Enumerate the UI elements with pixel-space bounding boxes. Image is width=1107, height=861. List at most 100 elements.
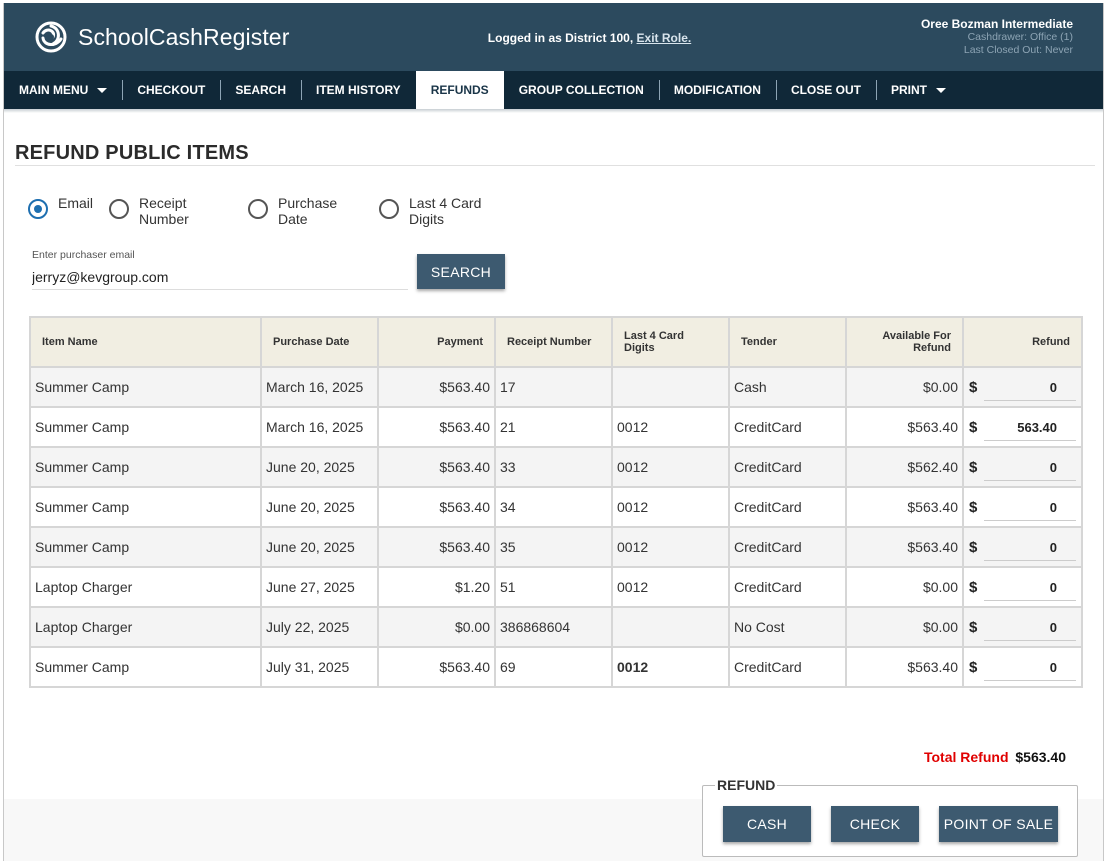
nav-search[interactable]: SEARCH bbox=[220, 71, 301, 109]
radio-label-line2: Date bbox=[278, 211, 308, 227]
radio-button-icon[interactable] bbox=[109, 199, 129, 219]
search-button[interactable]: SEARCH bbox=[417, 254, 505, 289]
cell-payment: $563.40 bbox=[377, 446, 496, 488]
cell-receipt-number: 69 bbox=[494, 646, 613, 688]
login-status: Logged in as District 100, Exit Role. bbox=[4, 31, 1103, 45]
cell-tender: CreditCard bbox=[728, 486, 847, 528]
nav-refunds[interactable]: REFUNDS bbox=[415, 71, 504, 109]
cell-available-for-refund: $562.40 bbox=[845, 446, 964, 488]
column-header-receipt-number[interactable]: Receipt Number bbox=[494, 316, 613, 368]
dollar-sign: $ bbox=[969, 619, 978, 636]
dollar-sign: $ bbox=[969, 459, 978, 476]
radio-label: Purchase Date bbox=[278, 195, 368, 227]
nav-group-collection[interactable]: GROUP COLLECTION bbox=[504, 71, 659, 109]
cashdrawer-info: Cashdrawer: Office (1) bbox=[967, 31, 1073, 43]
cell-receipt-number: 33 bbox=[494, 446, 613, 488]
cell-purchase-date: June 20, 2025 bbox=[260, 526, 379, 568]
column-header-refund[interactable]: Refund bbox=[962, 316, 1083, 368]
nav-item-label: PRINT bbox=[890, 83, 927, 97]
radio-label-line1: Purchase bbox=[278, 195, 338, 211]
cash-refund-button[interactable]: CASH bbox=[723, 806, 811, 842]
dollar-sign: $ bbox=[969, 579, 978, 596]
radio-label: Receipt Number bbox=[139, 195, 229, 227]
cell-payment: $563.40 bbox=[377, 486, 496, 528]
cell-available-for-refund: $563.40 bbox=[845, 526, 964, 568]
column-header-available-for-refund[interactable]: Available For Refund bbox=[845, 316, 964, 368]
refund-amount-input[interactable] bbox=[984, 614, 1076, 641]
user-name: Oree Bozman Intermediate bbox=[920, 17, 1073, 31]
nav-item-history[interactable]: ITEM HISTORY bbox=[301, 71, 416, 109]
dollar-sign: $ bbox=[969, 539, 978, 556]
cell-item-name: Summer Camp bbox=[29, 366, 262, 408]
radio-label: Last 4 Card Digits bbox=[409, 195, 499, 227]
refund-amount-input[interactable] bbox=[984, 374, 1076, 401]
header-line2: Refund bbox=[913, 342, 951, 354]
refund-items-table: Item Name Purchase Date Payment Receipt … bbox=[29, 316, 1083, 688]
cell-purchase-date: March 16, 2025 bbox=[260, 406, 379, 448]
app-frame: SchoolCashRegister Logged in as District… bbox=[3, 3, 1104, 861]
column-header-tender[interactable]: Tender bbox=[728, 316, 847, 368]
table-row: Laptop Charger June 27, 2025 $1.20 51 00… bbox=[29, 566, 1083, 608]
cell-receipt-number: 34 bbox=[494, 486, 613, 528]
radio-button-icon[interactable] bbox=[379, 199, 399, 219]
cell-refund: $ bbox=[962, 366, 1083, 408]
nav-main-menu[interactable]: MAIN MENU bbox=[4, 71, 122, 109]
point-of-sale-refund-button[interactable]: POINT OF SALE bbox=[939, 806, 1058, 842]
cell-last-4-digits: 0012 bbox=[611, 526, 730, 568]
cell-payment: $563.40 bbox=[377, 646, 496, 688]
check-refund-button[interactable]: CHECK bbox=[831, 806, 919, 842]
cell-tender: CreditCard bbox=[728, 566, 847, 608]
cell-refund: $ bbox=[962, 646, 1083, 688]
email-field[interactable] bbox=[32, 265, 408, 290]
swirl-logo-icon bbox=[35, 21, 67, 53]
radio-purchase-date[interactable]: Purchase Date bbox=[248, 195, 368, 227]
radio-button-icon[interactable] bbox=[248, 199, 268, 219]
column-header-item-name[interactable]: Item Name bbox=[29, 316, 262, 368]
cell-purchase-date: July 31, 2025 bbox=[260, 646, 379, 688]
column-header-payment[interactable]: Payment bbox=[377, 316, 496, 368]
cell-available-for-refund: $0.00 bbox=[845, 606, 964, 648]
refund-amount-input[interactable] bbox=[984, 494, 1076, 521]
radio-label-line1: Receipt bbox=[139, 195, 187, 211]
radio-button-icon[interactable] bbox=[28, 199, 48, 219]
radio-last-4-card-digits[interactable]: Last 4 Card Digits bbox=[379, 195, 499, 227]
nav-print[interactable]: PRINT bbox=[875, 71, 961, 109]
cell-receipt-number: 35 bbox=[494, 526, 613, 568]
app-logo[interactable]: SchoolCashRegister bbox=[34, 21, 289, 53]
nav-item-label: GROUP COLLECTION bbox=[518, 83, 644, 97]
cell-available-for-refund: $0.00 bbox=[845, 366, 964, 408]
cell-last-4-digits: 0012 bbox=[611, 646, 730, 688]
refund-amount-input[interactable] bbox=[984, 534, 1076, 561]
radio-receipt-number[interactable]: Receipt Number bbox=[109, 195, 229, 227]
radio-email[interactable]: Email bbox=[28, 195, 148, 219]
refund-amount-input[interactable] bbox=[984, 414, 1076, 441]
refund-amount-input[interactable] bbox=[984, 454, 1076, 481]
cell-available-for-refund: $0.00 bbox=[845, 566, 964, 608]
radio-label: Email bbox=[58, 195, 148, 211]
column-header-last-4-digits[interactable]: Last 4 Card Digits bbox=[611, 316, 730, 368]
radio-label-line1: Email bbox=[58, 195, 94, 211]
nav-close-out[interactable]: CLOSE OUT bbox=[775, 71, 876, 109]
cell-purchase-date: July 22, 2025 bbox=[260, 606, 379, 648]
nav-modification[interactable]: MODIFICATION bbox=[658, 71, 776, 109]
cell-payment: $563.40 bbox=[377, 366, 496, 408]
table-header-row: Item Name Purchase Date Payment Receipt … bbox=[29, 316, 1083, 368]
nav-checkout[interactable]: CHECKOUT bbox=[122, 71, 220, 109]
cell-item-name: Summer Camp bbox=[29, 486, 262, 528]
nav-item-label: SEARCH bbox=[235, 83, 286, 97]
cell-receipt-number: 51 bbox=[494, 566, 613, 608]
cell-last-4-digits: 0012 bbox=[611, 566, 730, 608]
cell-receipt-number: 386868604 bbox=[494, 606, 613, 648]
refund-method-panel: REFUND CASH CHECK POINT OF SALE bbox=[702, 777, 1078, 857]
dollar-sign: $ bbox=[969, 419, 978, 436]
refund-amount-input[interactable] bbox=[984, 654, 1076, 681]
email-field-label: Enter purchaser email bbox=[32, 249, 135, 261]
cell-last-4-digits: 0012 bbox=[611, 446, 730, 488]
refund-amount-input[interactable] bbox=[984, 574, 1076, 601]
column-header-purchase-date[interactable]: Purchase Date bbox=[260, 316, 379, 368]
table-row: Summer Camp July 31, 2025 $563.40 69 001… bbox=[29, 646, 1083, 688]
exit-role-link[interactable]: Exit Role. bbox=[636, 31, 692, 45]
caret-down-icon bbox=[97, 87, 108, 93]
cell-last-4-digits bbox=[611, 366, 730, 408]
dollar-sign: $ bbox=[969, 659, 978, 676]
